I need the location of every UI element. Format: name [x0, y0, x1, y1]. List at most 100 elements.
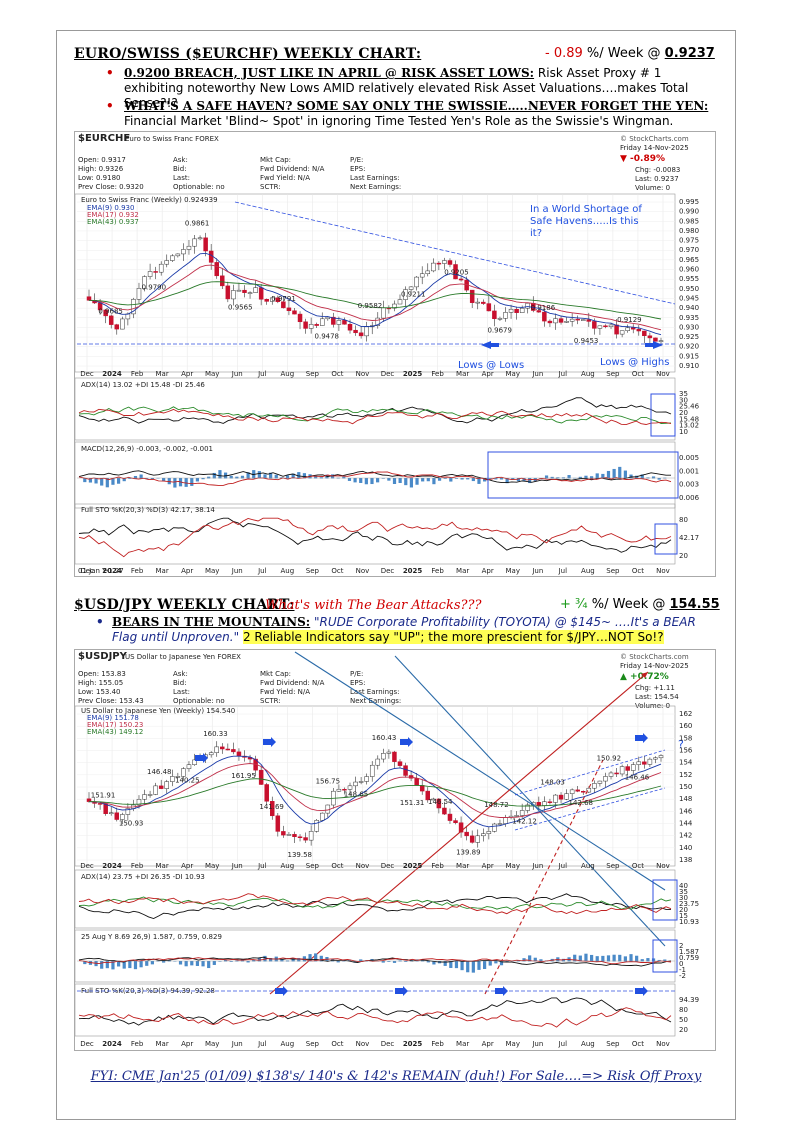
- macd-bar: [460, 478, 464, 480]
- month-label: Feb: [431, 1040, 444, 1048]
- chart1-sto-label: Full STO %K(20,3) %D(3) 42.17, 38.14: [81, 506, 215, 514]
- macd-bar: [240, 475, 245, 479]
- month-label: Nov: [356, 370, 370, 378]
- month-label: Mar: [156, 862, 169, 870]
- macd-bar: [511, 478, 515, 480]
- candle: [231, 290, 236, 300]
- month-label: Apr: [482, 1040, 494, 1048]
- candle: [158, 785, 164, 789]
- macd-bar: [466, 961, 470, 973]
- candle: [120, 814, 125, 820]
- month-label: Jul: [257, 567, 267, 575]
- indicator-line: [78, 517, 672, 558]
- macd-bar: [488, 961, 492, 966]
- candle: [397, 299, 403, 305]
- macd-bar: [83, 961, 87, 965]
- macd-bar: [83, 478, 87, 483]
- chart2-ema-lines: [88, 755, 662, 828]
- macd-bar: [302, 956, 307, 962]
- axis-tick-label: 0.945: [679, 294, 699, 302]
- macd-bar: [595, 473, 599, 479]
- macd-bar: [421, 478, 425, 482]
- price-label: 161.95: [231, 772, 256, 780]
- chart2-macd-label: 25 Aug Y 8.69 26,9) 1.587, 0.759, 0.829: [81, 933, 222, 941]
- candle: [503, 817, 508, 824]
- candle: [603, 325, 608, 328]
- candle: [442, 260, 447, 264]
- macd-bar: [145, 961, 149, 966]
- macd-bar: [128, 478, 132, 479]
- month-label: Aug: [581, 567, 595, 575]
- macd-bar: [201, 961, 205, 967]
- axis-tick-label: 0.910: [679, 362, 699, 370]
- chart1-adx-lines: [78, 397, 672, 426]
- axis-tick-label: 80: [679, 1006, 688, 1014]
- macd-bar: [618, 466, 622, 479]
- candle: [658, 340, 664, 342]
- indicator-line: [78, 1007, 672, 1028]
- month-label: May: [505, 567, 519, 575]
- usdjpy-chart: $USDJPY US Dollar to Japanese Yen FOREX …: [74, 649, 716, 1051]
- axis-tick-label: 140: [679, 844, 692, 852]
- candle: [86, 296, 92, 301]
- macd-bar: [376, 478, 380, 483]
- candle: [603, 776, 608, 782]
- macd-bar: [494, 478, 498, 480]
- chart2-flag-lower: [514, 787, 666, 831]
- macd-bar: [409, 478, 414, 488]
- month-label: Dec: [381, 567, 395, 575]
- candle: [581, 319, 586, 321]
- macd-bar: [387, 961, 391, 962]
- chart2-legend-ema9: EMA(9) 151.78: [87, 714, 139, 722]
- candle: [569, 789, 575, 794]
- axis-tick-label: 50: [679, 1016, 688, 1024]
- candle: [131, 299, 136, 315]
- month-label: Apr: [482, 370, 494, 378]
- macd-bar: [252, 959, 256, 962]
- candle: [642, 330, 647, 337]
- macd-bar: [404, 478, 408, 486]
- chart1-mktcap: Mkt Cap:: [260, 156, 291, 164]
- axis-tick-label: 0.955: [679, 275, 699, 283]
- candle: [214, 746, 219, 753]
- month-label: Nov: [656, 1040, 670, 1048]
- candle: [553, 318, 558, 324]
- chart1-legend-main: Euro to Swiss Franc (Weekly) 0.924939: [81, 196, 218, 204]
- month-label: Apr: [181, 567, 193, 575]
- macd-bar: [421, 959, 425, 962]
- candle: [264, 299, 269, 302]
- month-label: 2025: [403, 1040, 423, 1048]
- month-label: Apr: [482, 567, 494, 575]
- price-label: 0.9129: [617, 316, 642, 324]
- candle: [608, 772, 614, 777]
- page-frame: [56, 30, 736, 1120]
- section2-bullet-head: BEARS IN THE MOUNTAINS:: [112, 615, 311, 629]
- macd-bar: [606, 955, 611, 962]
- ema-line: [88, 252, 662, 336]
- chart1-open: Open: 0.9317: [78, 156, 126, 164]
- ema-line: [88, 281, 662, 320]
- month-label: May: [505, 1040, 519, 1048]
- price-label: 0.9685: [98, 307, 123, 315]
- axis-tick-label: 0: [679, 960, 683, 968]
- candle: [475, 301, 480, 304]
- section1-change-value: - 0.89: [545, 46, 583, 61]
- candle: [231, 749, 236, 753]
- candle: [653, 337, 658, 342]
- candle: [447, 260, 453, 265]
- candle: [336, 320, 342, 325]
- month-label: Jun: [231, 1040, 243, 1048]
- macd-bar: [640, 959, 644, 962]
- candle: [225, 748, 231, 751]
- macd-bar: [477, 478, 481, 484]
- candle: [419, 785, 425, 792]
- macd-bar: [578, 955, 582, 962]
- candle: [342, 320, 347, 325]
- chart1-legend-ema43: EMA(43) 0.937: [87, 218, 139, 226]
- candle: [569, 318, 575, 322]
- month-label: Dec: [381, 862, 395, 870]
- chart2-month-axis-top: Dec 2024 Feb Mar Apr May Jun Jul Aug Sep Oct Nov Dec…: [80, 1040, 670, 1048]
